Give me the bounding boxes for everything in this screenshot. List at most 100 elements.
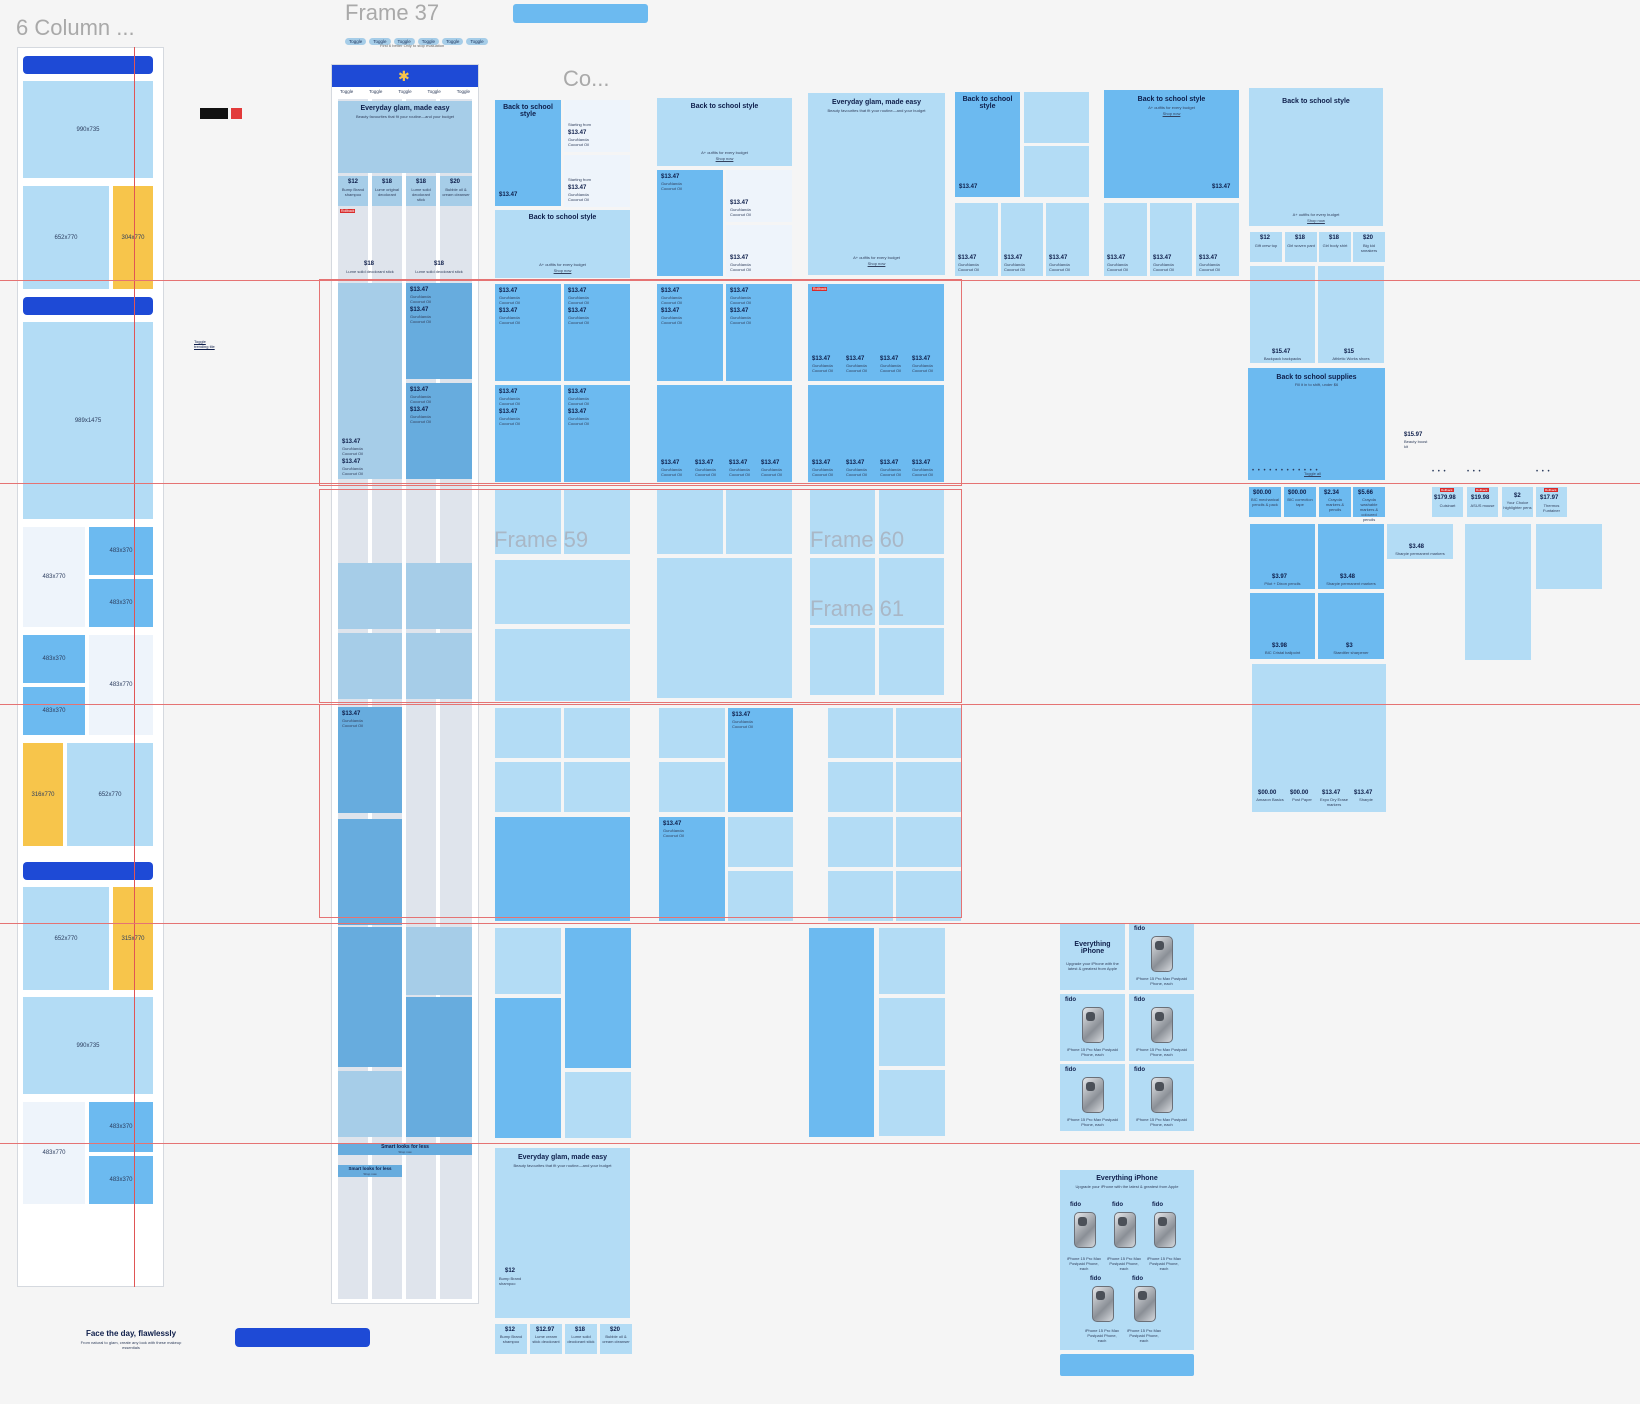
tab-toggle[interactable]: Toggle	[398, 89, 412, 94]
tab-toggle[interactable]: Toggle	[427, 89, 441, 94]
rollback-tile[interactable]: Rollback $179.98 Cuisinart	[1432, 487, 1463, 517]
product-tile[interactable]: Starting from $13.47 GuruNanda Coconut O…	[564, 100, 630, 152]
school-banner[interactable]: Back to school style A+ outfits for ever…	[657, 98, 792, 166]
rollback-tile[interactable]: Rollback $19.98 ASUS mouse	[1467, 487, 1498, 517]
spark-icon: ✱	[398, 68, 410, 84]
price-tile[interactable]: $20 Bubble oil & cream cleanser	[600, 1324, 632, 1354]
tab-row[interactable]: Toggle Toggle Toggle Toggle Toggle	[332, 89, 478, 98]
product-tile[interactable]: $13.47 GuruNanda Coconut Oil $13.47 GuruNa…	[495, 284, 561, 381]
price-tile[interactable]: $18 Girl woven pant	[1285, 232, 1317, 262]
product-tile[interactable]: $3.97 Pilot + Dixon pencils	[1250, 524, 1315, 589]
iphone-tile[interactable]: fido iPhone 15 Pro Max Postpaid Phone, e…	[1129, 1064, 1194, 1131]
product-row-tile[interactable]: $13.47 GuruNanda Coconut Oil $13.47 GuruNa…	[657, 385, 792, 482]
toggle-pill[interactable]: Toggle	[442, 38, 464, 45]
price-tile[interactable]: $20 Big kid sneakers	[1353, 232, 1385, 262]
product-tile[interactable]: $13.47 GuruNanda Coconut Oil $13.47 GuruNa…	[564, 385, 630, 482]
product-tile[interactable]: $13.47 GuruNanda Coconut Oil $13.47 GuruNa…	[564, 284, 630, 381]
product-tile[interactable]: $13.47 GuruNanda Coconut Oil	[659, 817, 725, 921]
product-tile[interactable]: $13.47 GuruNanda Coconut Oil	[338, 707, 402, 813]
price-tile[interactable]: $18 Lume solid deodorant stick	[406, 176, 436, 206]
product-tile[interactable]: $3 Staedtler sharpener	[1318, 593, 1384, 659]
carousel-dots[interactable]: • • •	[1536, 469, 1551, 475]
brand-logo-chip	[200, 108, 228, 119]
carousel-dots[interactable]: • • • • • • • • • • • •	[1252, 468, 1319, 474]
product-tile[interactable]: $13.47 GuruNanda Coconut Oil $13.47 Guru…	[338, 283, 402, 479]
product-tile[interactable]: $13.47 GuruNanda Coconut Oil $13.47 GuruNa…	[657, 284, 723, 381]
toggle-pill[interactable]: Toggle	[345, 38, 367, 45]
toggle-pill[interactable]: Toggle	[393, 38, 415, 45]
product-tile[interactable]: $13.47 GuruNanda Coconut Oil $13.47 GuruNa…	[726, 284, 792, 381]
rollback-tile[interactable]: $2 Your Choice highlighter pens	[1502, 487, 1533, 517]
price-tile[interactable]: $12 Gift crew top	[1250, 232, 1282, 262]
carousel-dots[interactable]: • • •	[1432, 469, 1447, 475]
product-tile[interactable]: $13.47 GuruNanda Coconut Oil	[955, 203, 998, 276]
school-tile[interactable]: Back to school style $13.47	[955, 92, 1020, 197]
price-tile[interactable]: $12 Bump Brand shampoo	[338, 176, 368, 206]
tab-toggle[interactable]: Toggle	[369, 89, 383, 94]
product-tile[interactable]: $13.47 GuruNanda Coconut Oil	[1150, 203, 1192, 276]
tab-toggle[interactable]: Toggle	[339, 89, 354, 94]
tile-483x770: 483x770	[23, 527, 85, 627]
product-tile[interactable]: $3.48 Sharpie permanent markers	[1318, 524, 1384, 589]
glam-banner[interactable]: Everyday glam, made easy Beauty favourit…	[495, 1148, 630, 1318]
product-tile[interactable]: $15 Athletic Works shoes	[1318, 266, 1384, 363]
supply-tile[interactable]: $2.34 Crayola markers & pencils	[1319, 487, 1351, 517]
product-tile[interactable]: $13.47 GuruNanda Coconut Oil	[1001, 203, 1043, 276]
toggle-pill[interactable]: Toggle	[466, 38, 488, 45]
product-tile[interactable]: $13.47 GuruNanda Coconut Oil	[1196, 203, 1239, 276]
face-cta-button[interactable]	[235, 1328, 370, 1347]
six-column-frame[interactable]: 990x735 652x770 304x770 989x1475 483x770…	[17, 47, 164, 1287]
product-tile[interactable]: $13.47 GuruNanda Coconut Oil	[728, 708, 793, 812]
product-tile[interactable]: $13.47 GuruNanda Coconut Oil	[1046, 203, 1089, 276]
supplies-banner[interactable]: Back to school supplies Fill it in to sh…	[1248, 368, 1385, 480]
product-tile[interactable]: $13.47 GuruNanda Coconut Oil $13.47 GuruNa…	[495, 385, 561, 482]
iphone-banner[interactable]: Everything iPhone Upgrade your iPhone wi…	[1060, 1170, 1194, 1350]
price-tile[interactable]: $20 Bubble oil & cream cleanser	[440, 176, 472, 206]
product-tile[interactable]: $15.47 Backpack backpacks	[1250, 266, 1315, 363]
carousel-dots[interactable]: • • •	[1467, 469, 1482, 475]
product-tile[interactable]: $3.48 Sharpie permanent markers	[1387, 524, 1453, 559]
tab-toggle[interactable]: Toggle	[456, 89, 470, 94]
iphone-tile[interactable]: fido iPhone 15 Pro Max Postpaid Phone, e…	[1060, 994, 1125, 1061]
rollback-tile[interactable]: Rollback $17.97 Thermos Funtainer	[1536, 487, 1567, 517]
tall-product-tile[interactable]: $00.00 Amazon Basics $00.00 Post Paper $13…	[1252, 664, 1386, 812]
product-tile[interactable]: $3.98 BIC Cristal ballpoint	[1250, 593, 1315, 659]
price-tile[interactable]: $12.97 Lume cream stick deodorant	[530, 1324, 562, 1354]
product-tile[interactable]: $13.47 GuruNanda Coconut Oil	[726, 225, 792, 277]
school-banner[interactable]: Back to school style A+ outfits for ever…	[1249, 88, 1383, 226]
price-tile[interactable]: $18 Lume original deodorant	[372, 176, 402, 206]
price-tile[interactable]: $18 Girl body shirt	[1319, 232, 1351, 262]
price-tile[interactable]: $18 Lume solid deodorant stick	[565, 1324, 597, 1354]
iphone-tile[interactable]: fido iPhone 15 Pro Max Postpaid Phone, e…	[1129, 994, 1194, 1061]
price-tile[interactable]: $12 Bump Brand shampoo	[495, 1324, 527, 1354]
tile	[564, 762, 630, 812]
product-tile[interactable]: $13.47 GuruNanda Coconut Oil	[1104, 203, 1147, 276]
supply-tile[interactable]: $00.00 BIC mechanical pencils & pack	[1249, 487, 1281, 517]
school-tile[interactable]: Back to school style $13.47	[495, 100, 561, 206]
glam-banner[interactable]: Everyday glam, made easy Beauty favourit…	[808, 93, 945, 275]
iphone-intro-tile[interactable]: Everything iPhone Upgrade your iPhone wi…	[1060, 923, 1125, 990]
top-blue-button[interactable]	[513, 4, 648, 23]
smart-looks-tile[interactable]: Smart looks for less Shop now	[338, 1165, 402, 1177]
toggle-pill[interactable]: Toggle	[417, 38, 440, 45]
product-tile[interactable]: $13.47 GuruNanda Coconut Oil	[726, 170, 792, 222]
product-row-tile[interactable]: $13.47 GuruNanda Coconut Oil $13.47 GuruNa…	[808, 385, 944, 482]
iphone-tile[interactable]: fido iPhone 15 Pro Max Postpaid Phone, e…	[1129, 923, 1194, 990]
school-banner[interactable]: Back to school style A+ outfits for ever…	[495, 210, 630, 278]
iphone-cta-button[interactable]	[1060, 1354, 1194, 1376]
iphone-tile[interactable]: fido iPhone 15 Pro Max Postpaid Phone, e…	[1060, 1064, 1125, 1131]
toggle-pill[interactable]: Toggle	[369, 38, 391, 45]
product-tile[interactable]: $13.47 GuruNanda Coconut Oil $13.47 Guru…	[406, 283, 472, 379]
frame-title-frame59: Frame 59	[494, 527, 589, 552]
supply-tile[interactable]: $5.66 Crayola washable markers & coloured…	[1353, 487, 1385, 522]
product-tile[interactable]: $13.47 GuruNanda Coconut Oil	[657, 170, 723, 276]
smart-looks-bar[interactable]: Smart looks for less Shop now	[338, 1143, 472, 1155]
product-tile[interactable]: Starting from $13.47 GuruNanda Coconut O…	[564, 155, 630, 207]
tile-990x735: 990x735	[23, 81, 153, 178]
toggle-row[interactable]: Toggle Toggle Toggle Toggle Toggle Toggle	[345, 30, 495, 48]
side-link[interactable]: Toggle trending tile	[194, 339, 215, 349]
supply-tile[interactable]: $00.00 BIC correction tape	[1284, 487, 1316, 517]
school-banner[interactable]: Back to school style A+ outfits for ever…	[1104, 90, 1239, 198]
product-row-tile[interactable]: Rollback $13.47 GuruNanda Coconut Oil $13…	[808, 284, 944, 381]
product-tile[interactable]: $13.47 GuruNanda Coconut Oil $13.47 Guru…	[406, 383, 472, 479]
